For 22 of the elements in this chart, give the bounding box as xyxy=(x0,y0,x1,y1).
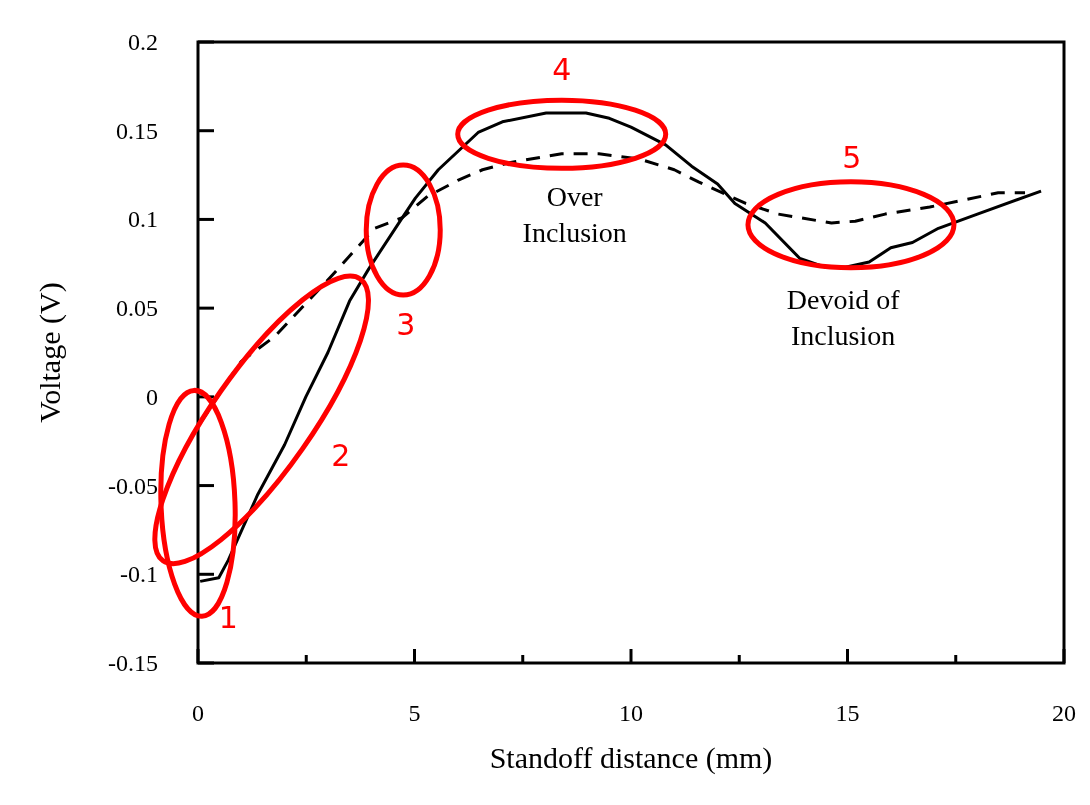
y-tick-label: 0.15 xyxy=(116,117,158,144)
annotation: 4 xyxy=(552,51,572,87)
annotation: Devoid of Inclusion xyxy=(786,284,901,352)
y-tick-label: -0.05 xyxy=(108,472,158,499)
annotation: Over Inclusion xyxy=(522,181,627,249)
x-axis-title: Standoff distance (mm) xyxy=(489,741,773,775)
annotation: 1 xyxy=(218,599,238,635)
y-tick-label: 0.05 xyxy=(116,295,158,322)
x-tick-label: 10 xyxy=(619,700,643,726)
x-tick-label: 0 xyxy=(192,700,204,726)
x-tick-label: 20 xyxy=(1052,700,1076,726)
y-tick-label: -0.1 xyxy=(120,561,158,588)
annotation: 3 xyxy=(396,307,416,343)
annotation: 5 xyxy=(842,140,862,176)
x-tick-label: 15 xyxy=(835,700,860,726)
annotation: 2 xyxy=(331,438,351,474)
y-tick-label: 0.1 xyxy=(128,206,158,233)
y-tick-label: 0.2 xyxy=(128,29,158,55)
y-tick-label: 0 xyxy=(146,383,158,410)
x-tick-label: 5 xyxy=(408,700,421,726)
y-axis-title: Voltage (V) xyxy=(33,282,67,423)
y-tick-label: -0.15 xyxy=(108,650,158,676)
